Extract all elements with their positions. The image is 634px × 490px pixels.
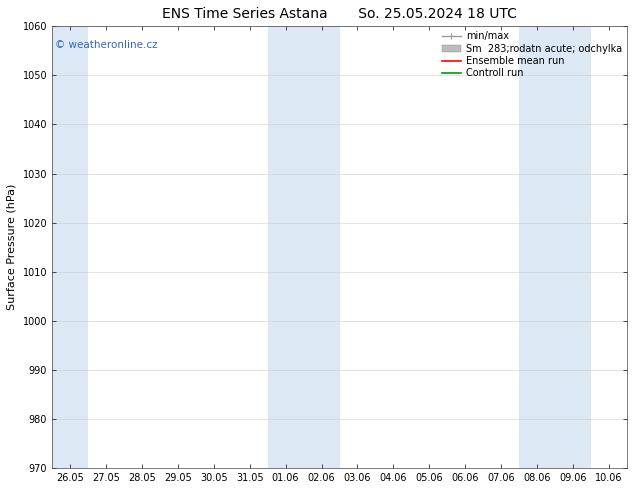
Bar: [555, 26, 591, 468]
Bar: [52, 26, 88, 468]
Bar: [304, 26, 340, 468]
Y-axis label: Surface Pressure (hPa): Surface Pressure (hPa): [7, 184, 17, 311]
Bar: [519, 26, 555, 468]
Legend: min/max, Sm  283;rodatn acute; odchylka, Ensemble mean run, Controll run: min/max, Sm 283;rodatn acute; odchylka, …: [440, 29, 624, 80]
Title: ENS Time Series Astana       So. 25.05.2024 18 UTC: ENS Time Series Astana So. 25.05.2024 18…: [162, 7, 517, 21]
Bar: [268, 26, 304, 468]
Text: © weatheronline.cz: © weatheronline.cz: [55, 40, 157, 49]
